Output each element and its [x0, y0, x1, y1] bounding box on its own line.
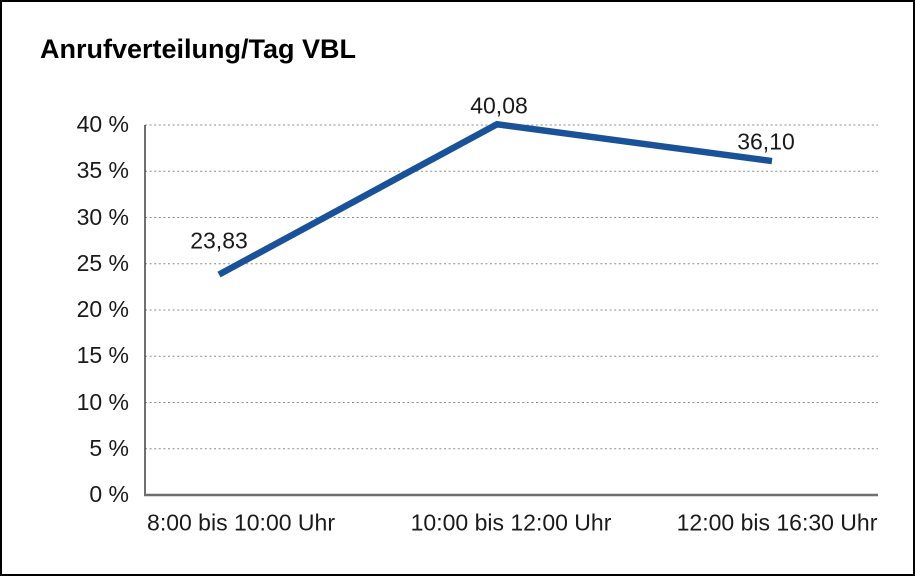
y-axis-tick-label: 5 %	[89, 434, 129, 461]
y-axis-tick-label: 35 %	[76, 157, 129, 184]
data-point-label: 36,10	[737, 128, 795, 155]
y-axis-tick-label: 20 %	[76, 295, 129, 322]
y-axis-tick-label: 0 %	[89, 480, 129, 507]
chart-title: Anrufverteilung/Tag VBL	[40, 34, 357, 64]
x-axis-category-label: 12:00 bis 16:30 Uhr	[676, 509, 878, 536]
y-axis-tick-label: 10 %	[76, 388, 129, 415]
y-axis-tick-label: 40 %	[76, 110, 129, 137]
x-axis-category-label: 10:00 bis 12:00 Uhr	[410, 509, 612, 536]
y-axis-tick-label: 30 %	[76, 203, 129, 230]
data-point-label: 23,83	[190, 227, 248, 254]
y-axis-tick-label: 15 %	[76, 342, 129, 369]
x-axis-category-label: 8:00 bis 10:00 Uhr	[147, 509, 335, 536]
data-series-line	[217, 120, 773, 278]
y-axis-tick-label: 25 %	[76, 249, 129, 276]
data-point-label: 40,08	[470, 92, 528, 119]
